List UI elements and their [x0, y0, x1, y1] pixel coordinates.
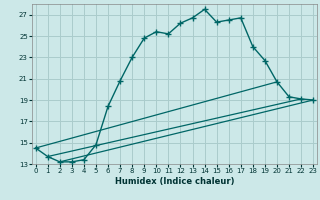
X-axis label: Humidex (Indice chaleur): Humidex (Indice chaleur): [115, 177, 234, 186]
